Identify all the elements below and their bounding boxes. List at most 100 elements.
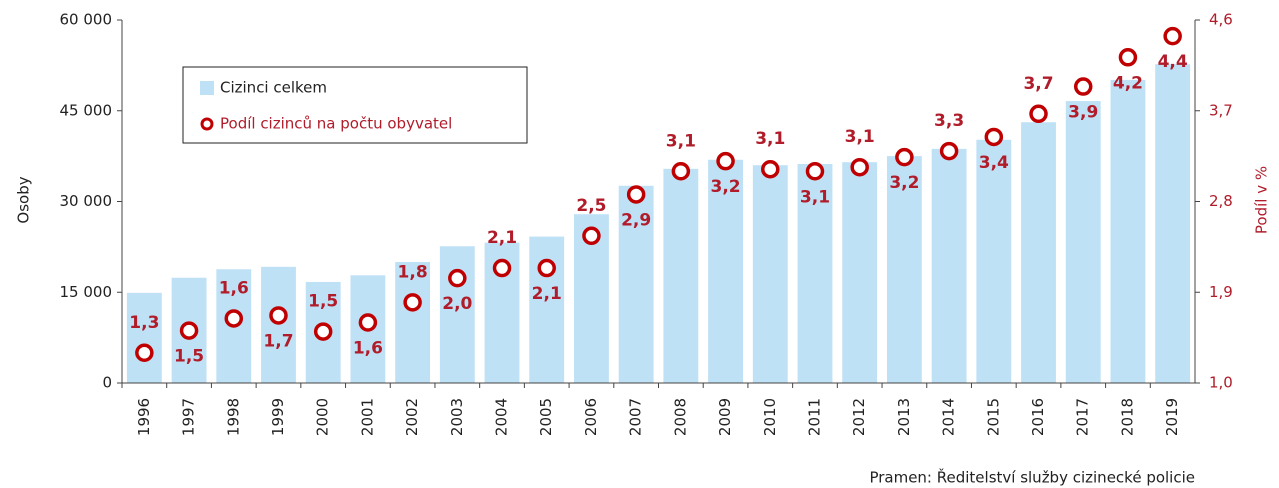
y2-tick-label: 4,6: [1209, 11, 1233, 29]
marker: [313, 322, 333, 341]
source: Pramen: Ředitelství služby cizinecké pol…: [869, 468, 1195, 487]
marker: [626, 185, 646, 204]
x-tick-label: 2019: [1163, 398, 1181, 436]
marker: [895, 147, 914, 167]
data-label: 1,5: [308, 292, 338, 312]
data-label: 3,2: [711, 177, 741, 197]
marker: [358, 313, 378, 332]
data-label: 1,6: [219, 278, 249, 298]
legend-swatch: [200, 81, 214, 95]
y-tick-label: 0: [102, 374, 112, 392]
marker: [179, 321, 199, 340]
data-label: 3,3: [934, 111, 964, 131]
x-tick-label: 2014: [940, 398, 958, 436]
data-label: 2,9: [621, 210, 651, 230]
marker: [448, 268, 467, 288]
x-tick-label: 2018: [1118, 398, 1136, 436]
x-tick-label: 2003: [448, 398, 466, 436]
y2-tick-label: 1,9: [1209, 283, 1233, 301]
data-label: 3,4: [979, 153, 1009, 173]
x-tick-label: 2004: [493, 398, 511, 436]
data-label: 3,1: [666, 131, 696, 151]
data-label: 3,1: [755, 129, 785, 149]
bar: [261, 266, 296, 383]
y-axis-label: Osoby: [15, 176, 33, 223]
marker: [403, 293, 422, 312]
legend-label: Podíl cizinců na počtu obyvatel: [220, 115, 452, 133]
x-tick-label: 1998: [224, 398, 242, 436]
data-label: 3,9: [1068, 103, 1098, 123]
legend: [182, 66, 528, 144]
x-tick-label: 2010: [761, 398, 779, 436]
y-tick-label: 45 000: [60, 101, 113, 119]
bar: [797, 163, 833, 383]
y2-axis-label: Podíl v %: [1253, 166, 1271, 234]
x-tick-label: 2000: [314, 398, 332, 436]
marker: [1118, 48, 1138, 67]
x-tick-label: 2009: [716, 398, 734, 436]
data-label: 4,4: [1158, 52, 1188, 72]
data-label: 3,2: [889, 173, 919, 193]
marker: [716, 151, 735, 171]
bar: [842, 162, 878, 383]
data-label: 1,6: [353, 339, 383, 359]
legend-swatch: [200, 117, 214, 131]
y-tick-label: 30 000: [60, 192, 113, 210]
marker: [492, 258, 512, 278]
bar: [752, 165, 788, 383]
y-tick-label: 60 000: [60, 11, 113, 29]
bar: [126, 292, 162, 383]
bar: [618, 185, 654, 383]
bar: [529, 236, 565, 383]
data-label: 2,1: [487, 228, 517, 248]
data-label: 3,7: [1023, 74, 1053, 94]
marker: [269, 306, 288, 325]
marker: [224, 309, 244, 328]
bar: [708, 159, 743, 383]
y2-tick-label: 2,8: [1209, 192, 1233, 210]
data-label: 1,3: [129, 313, 159, 333]
data-label: 4,2: [1113, 73, 1143, 93]
data-label: 3,1: [800, 187, 830, 207]
x-tick-label: 2002: [403, 398, 421, 436]
x-tick-label: 2015: [984, 398, 1002, 436]
y2-tick-label: 3,7: [1209, 101, 1233, 119]
x-tick-label: 1997: [180, 398, 198, 436]
data-label: 1,7: [263, 331, 293, 351]
x-tick-label: 2013: [895, 398, 913, 436]
marker: [582, 226, 601, 246]
bar: [395, 262, 431, 383]
marker: [1029, 104, 1048, 124]
data-label: 3,1: [845, 127, 875, 147]
bar: [1021, 122, 1056, 384]
legend-label: Cizinci celkem: [220, 79, 327, 97]
bar: [931, 148, 967, 383]
marker: [1163, 26, 1182, 46]
x-tick-label: 2017: [1074, 398, 1092, 436]
y2-tick-label: 1,0: [1209, 374, 1233, 392]
marker: [135, 343, 154, 362]
x-tick-label: 1999: [269, 398, 287, 436]
x-tick-label: 1996: [135, 398, 153, 436]
bar: [663, 168, 699, 383]
data-label: 2,5: [576, 196, 606, 216]
marker: [805, 162, 825, 181]
marker: [984, 127, 1004, 147]
data-label: 1,5: [174, 347, 204, 367]
marker: [850, 157, 869, 177]
marker: [1073, 77, 1093, 96]
data-label: 2,0: [442, 294, 472, 314]
bar: [1110, 79, 1146, 384]
x-tick-label: 2008: [671, 398, 689, 436]
x-tick-label: 2011: [805, 398, 823, 436]
bar: [1155, 64, 1191, 383]
bar: [886, 156, 922, 383]
x-tick-label: 2016: [1029, 398, 1047, 436]
data-label: 1,8: [398, 262, 428, 282]
bar: [1065, 101, 1101, 383]
bar: [439, 246, 475, 383]
x-tick-label: 2006: [582, 398, 600, 436]
x-tick-label: 2001: [358, 398, 376, 436]
data-label: 2,1: [532, 284, 562, 304]
